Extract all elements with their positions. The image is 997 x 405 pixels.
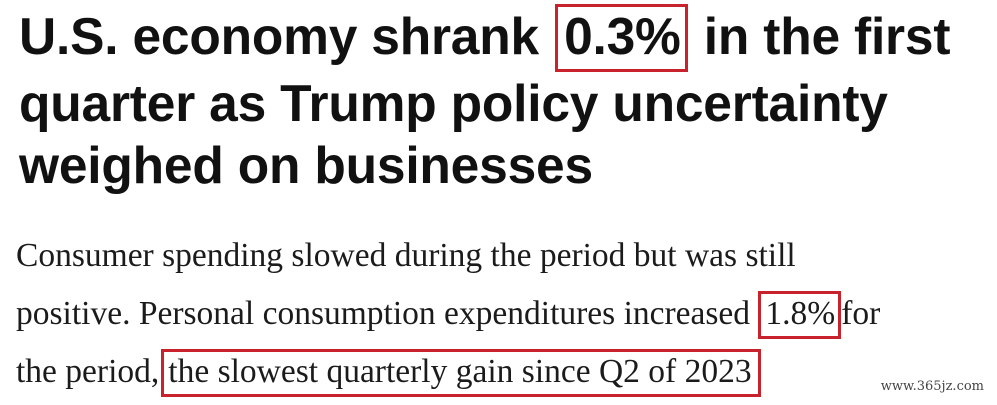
headline-text: in the first [703,7,951,65]
body-line-1: Consumer spending slowed during the peri… [16,237,796,274]
headline: U.S. economy shrank 0.3% in the first qu… [19,4,997,197]
headline-line-3: weighed on businesses [19,136,593,194]
watermark: www.365jz.com [877,378,987,395]
highlight-box-pce: 1.8% [758,291,842,339]
headline-line-2: quarter as Trump policy uncertainty [19,73,888,132]
headline-line-1: U.S. economy shrank 0.3% in the first [19,4,997,72]
body-line-2: positive. Personal consumption expenditu… [16,285,996,343]
body-text: positive. Personal consumption expenditu… [16,295,751,332]
body-text: the period, [16,353,160,390]
body-line-3: the period, the slowest quarterly gain si… [16,343,996,401]
highlight-box-gdp: 0.3% [555,4,688,72]
body-paragraph: Consumer spending slowed during the peri… [16,227,996,401]
highlight-box-phrase: the slowest quarterly gain since Q2 of 2… [161,349,761,397]
body-text: for [841,295,881,332]
headline-text: U.S. economy shrank [19,7,539,65]
